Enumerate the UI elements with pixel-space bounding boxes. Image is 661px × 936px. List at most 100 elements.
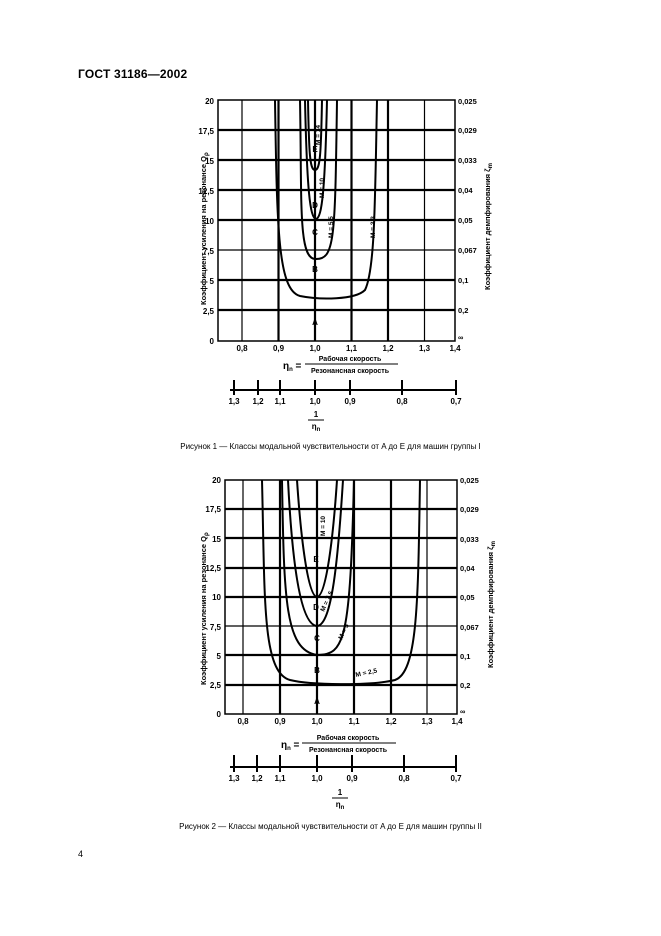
y-tick: 12,5: [205, 564, 221, 573]
y-tick: 2,5: [210, 681, 222, 690]
y2-tick: 0,033: [458, 156, 477, 165]
inverse-numerator: 1: [314, 410, 319, 419]
figure-2-chart: A B C D E M = 2,5 M = 5 M = 7,5 M = 10 0…: [199, 476, 497, 811]
inv-tick: 1,0: [309, 397, 321, 406]
y-tick: 7,5: [203, 247, 215, 256]
y2-tick: 0,05: [458, 216, 473, 225]
x-tick: 0,8: [237, 717, 249, 726]
curve-label-m5: M = 5: [337, 623, 350, 641]
figure-1-chart: A B C D E M = 3,3 M = 5,5 M = 10 M = 14 …: [198, 97, 494, 433]
y-tick: 17,5: [205, 505, 221, 514]
inv-tick: 1,2: [251, 774, 263, 783]
inv-tick: 1,3: [228, 774, 240, 783]
zone-c-label: C: [314, 634, 320, 643]
page-number: 4: [78, 849, 84, 859]
y-tick: 5: [217, 652, 222, 661]
right-axis-title: Коэффициент демпфирования ζm: [486, 541, 497, 668]
document-header: ГОСТ 31186—2002: [78, 67, 188, 81]
zone-b-label: B: [312, 265, 318, 274]
x-tick: 1,3: [421, 717, 433, 726]
y2-tick: 0,033: [460, 535, 479, 544]
y-tick: 20: [212, 476, 221, 485]
left-axis-title: Коэффициент усиления на резонансе Qρ: [199, 532, 210, 685]
inverse-denominator: ηn: [312, 422, 321, 433]
figure-2-caption: Рисунок 2 — Классы модальной чувствитель…: [179, 822, 482, 831]
zone-b-label: B: [314, 666, 320, 675]
curve-label-m33: M = 3,3: [370, 216, 377, 238]
x-tick: 1,2: [385, 717, 397, 726]
x-tick: 1,0: [309, 344, 321, 353]
inv-tick: 0,7: [450, 774, 462, 783]
y-tick: 0: [210, 337, 215, 346]
y-tick: 2,5: [203, 307, 215, 316]
figure-1-curves: [274, 99, 378, 341]
x-tick: 1,2: [382, 344, 394, 353]
eta-numerator: Рабочая скорость: [319, 355, 382, 363]
y2-tick: 0,025: [460, 476, 479, 485]
y2-tick: 0,2: [458, 306, 468, 315]
curve-label-m14: M = 14: [315, 125, 322, 145]
inv-tick: 0,7: [450, 397, 462, 406]
y-tick: 5: [210, 277, 215, 286]
y-tick: 15: [205, 157, 214, 166]
x-tick: 1,1: [346, 344, 358, 353]
y-tick: 0: [217, 710, 222, 719]
y2-tick: 0,04: [460, 564, 475, 573]
inv-tick: 1,1: [274, 397, 286, 406]
zone-a-label: A: [312, 318, 318, 327]
inv-tick: 0,8: [398, 774, 410, 783]
zone-e-label: E: [313, 555, 319, 564]
y2-tick: 0,1: [458, 276, 468, 285]
x-tick: 1,4: [451, 717, 463, 726]
x-tick: 0,9: [274, 717, 286, 726]
x-tick: 1,4: [449, 344, 461, 353]
y2-tick: 0,2: [460, 681, 470, 690]
y2-tick: ∞: [458, 333, 463, 342]
zone-e-label: E: [312, 145, 318, 154]
y-tick: 17,5: [198, 127, 214, 136]
eta-denominator: Резонансная скорость: [311, 368, 390, 375]
inv-tick: 1,0: [311, 774, 323, 783]
zone-d-label: D: [312, 201, 318, 210]
y2-tick: 0,025: [458, 97, 477, 106]
y2-tick: 0,067: [460, 623, 479, 632]
inv-tick: 0,9: [346, 774, 358, 783]
eta-symbol: ηn =: [283, 361, 302, 373]
figure-1-caption: Рисунок 1 — Классы модальной чувствитель…: [180, 442, 481, 451]
y-tick: 15: [212, 535, 221, 544]
y2-tick: 0,1: [460, 652, 470, 661]
y2-tick: 0,05: [460, 593, 475, 602]
inv-tick: 1,2: [252, 397, 264, 406]
x-tick: 1,3: [419, 344, 431, 353]
y-tick: 10: [212, 593, 221, 602]
y2-tick: ∞: [460, 707, 465, 716]
left-axis-title: Коэффициент усиления на резонансе Qρ: [199, 152, 210, 305]
x-tick: 0,9: [273, 344, 285, 353]
zone-d-label: D: [313, 603, 319, 612]
eta-denominator: Резонансная скорость: [309, 747, 388, 754]
y-tick: 7,5: [210, 623, 222, 632]
x-tick: 0,8: [236, 344, 248, 353]
curve-label-m25: M = 2,5: [355, 667, 378, 678]
right-axis-title: Коэффициент демпфирования ζm: [483, 163, 494, 290]
eta-numerator: Рабочая скорость: [317, 734, 380, 742]
x-tick: 1,0: [311, 717, 323, 726]
eta-symbol: ηn =: [281, 740, 300, 752]
y2-tick: 0,029: [458, 126, 477, 135]
inv-tick: 0,8: [396, 397, 408, 406]
inv-tick: 0,9: [344, 397, 356, 406]
inv-tick: 1,1: [274, 774, 286, 783]
zone-c-label: C: [312, 228, 318, 237]
y2-tick: 0,04: [458, 186, 473, 195]
curve-label-m10: M = 10: [320, 516, 327, 536]
y2-tick: 0,029: [460, 505, 479, 514]
inv-tick: 1,3: [228, 397, 240, 406]
inverse-numerator: 1: [338, 788, 343, 797]
inverse-denominator: ηn: [336, 800, 345, 811]
y-tick: 10: [205, 217, 214, 226]
curve-label-m55: M = 5,5: [328, 216, 335, 238]
y-tick: 20: [205, 97, 214, 106]
zone-a-label: A: [314, 697, 320, 706]
x-tick: 1,1: [348, 717, 360, 726]
y-tick: 12,5: [198, 187, 214, 196]
